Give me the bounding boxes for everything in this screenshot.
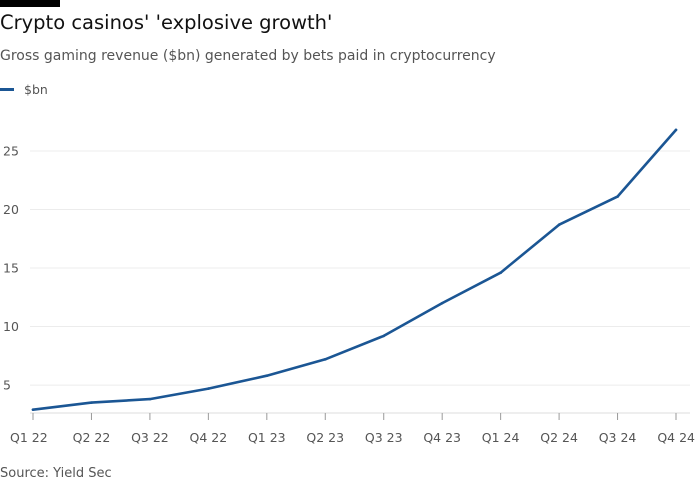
legend: $bn [0, 80, 48, 98]
data-point-q2-22 [90, 401, 93, 404]
legend-label: $bn [24, 81, 48, 97]
y-tick-label-10: 10 [3, 319, 19, 334]
x-tick-label-11: Q3 24 [599, 430, 637, 445]
data-point-q4-23 [440, 301, 444, 305]
data-point-q1-22 [31, 408, 35, 411]
chart-subtitle: Gross gaming revenue ($bn) generated by … [0, 48, 496, 64]
y-tick-label-5: 5 [3, 378, 11, 393]
x-tick-label-9: Q1 24 [482, 430, 520, 445]
data-point-q1-23 [265, 374, 269, 378]
x-tick-label-12: Q4 24 [657, 430, 695, 445]
data-point-q2-23 [323, 358, 327, 361]
data-point-q1-24 [499, 271, 502, 275]
data-point-q4-22 [207, 387, 210, 390]
x-tick-label-3: Q3 22 [131, 430, 169, 445]
x-tick-label-8: Q4 23 [423, 430, 461, 445]
legend-swatch [0, 87, 14, 91]
data-point-q3-22 [148, 397, 152, 401]
data-point-q3-24 [616, 195, 619, 198]
series-line-1 [31, 128, 678, 412]
data-point-q4-24 [674, 128, 678, 132]
x-tick-label-2: Q2 22 [73, 430, 111, 445]
data-point-q3-23 [382, 334, 386, 338]
x-tick-label-6: Q2 23 [306, 430, 344, 445]
y-tick-label-20: 20 [3, 202, 19, 217]
top-rule [0, 0, 60, 7]
source-note: Source: Yield Sec [0, 466, 112, 481]
x-tick-label-7: Q3 23 [365, 430, 403, 445]
y-tick-label-15: 15 [3, 261, 19, 276]
x-tick-label-10: Q2 24 [540, 430, 578, 445]
x-tick-label-5: Q1 23 [248, 430, 286, 445]
data-point-q2-24 [557, 223, 561, 227]
chart-title: Crypto casinos' 'explosive growth' [0, 11, 333, 34]
x-tick-label-4: Q4 22 [190, 430, 228, 445]
x-tick-label-1: Q1 22 [10, 430, 48, 445]
y-tick-label-25: 25 [3, 143, 19, 158]
